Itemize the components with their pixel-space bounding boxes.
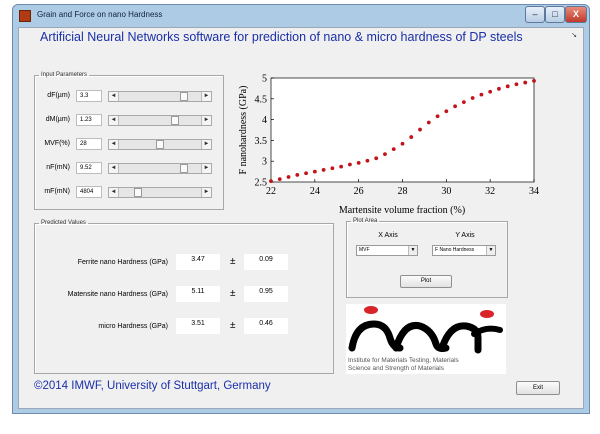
input-parameter-field[interactable]: 4804 <box>76 186 102 198</box>
input-parameter-slider[interactable]: ◄ ► <box>108 187 212 198</box>
slider-left-arrow-icon[interactable]: ◄ <box>109 164 119 173</box>
window-title: Grain and Force on nano Hardness <box>37 10 163 19</box>
slider-thumb[interactable] <box>171 116 179 125</box>
predicted-error-field: 0.09 <box>244 254 288 270</box>
predicted-value-field: 5.11 <box>176 286 220 302</box>
plot-area-panel: Plot Area <box>346 218 508 298</box>
slider-thumb[interactable] <box>156 140 164 149</box>
logo-red-dot-left <box>364 306 378 314</box>
input-parameter-field[interactable]: 28 <box>76 138 102 150</box>
slider-left-arrow-icon[interactable]: ◄ <box>109 92 119 101</box>
slider-left-arrow-icon[interactable]: ◄ <box>109 116 119 125</box>
slider-thumb[interactable] <box>134 188 142 197</box>
input-parameter-label: nF(mN) <box>46 164 70 171</box>
logo-wave-1 <box>348 320 404 352</box>
app-title: Artificial Neural Networks software for … <box>40 30 523 44</box>
institute-logo: Institute for Materials Testing, Materia… <box>346 304 506 374</box>
slider-thumb[interactable] <box>180 92 188 101</box>
predicted-error-field: 0.46 <box>244 318 288 334</box>
slider-thumb[interactable] <box>180 164 188 173</box>
input-parameter-field[interactable]: 1.23 <box>76 114 102 126</box>
predicted-values-panel: Predicted Values <box>34 220 334 374</box>
input-parameter-label: mF(mN) <box>44 188 70 195</box>
input-parameter-field[interactable]: 9.52 <box>76 162 102 174</box>
logo-text-line-1: Institute for Materials Testing, Materia… <box>348 357 459 364</box>
slider-right-arrow-icon[interactable]: ► <box>201 188 211 197</box>
input-parameter-slider[interactable]: ◄ ► <box>108 139 212 150</box>
predicted-value-label: micro Hardness (GPa) <box>98 323 168 330</box>
slider-right-arrow-icon[interactable]: ► <box>201 92 211 101</box>
matlab-app-icon <box>19 10 31 22</box>
plot-button[interactable]: Plot <box>400 275 452 288</box>
input-parameters-legend: Input Parameters <box>41 72 88 78</box>
input-parameter-slider[interactable]: ◄ ► <box>108 115 212 126</box>
predicted-values-legend: Predicted Values <box>41 220 86 226</box>
slider-right-arrow-icon[interactable]: ► <box>201 116 211 125</box>
input-parameter-label: dM(µm) <box>45 116 70 123</box>
close-button[interactable]: X <box>565 6 587 23</box>
plus-minus-symbol: ± <box>230 320 236 331</box>
input-parameter-label: MVF(%) <box>44 140 70 147</box>
input-parameter-slider[interactable]: ◄ ► <box>108 91 212 102</box>
y-axis-dropdown[interactable]: F Nano Hardness ▼ <box>432 245 496 256</box>
copyright-text: ©2014 IMWF, University of Stuttgart, Ger… <box>34 380 271 392</box>
predicted-value-field: 3.47 <box>176 254 220 270</box>
dock-arrow-icon[interactable]: ↘ <box>571 32 577 39</box>
input-parameter-slider[interactable]: ◄ ► <box>108 163 212 174</box>
chevron-down-icon: ▼ <box>486 246 495 255</box>
chevron-down-icon: ▼ <box>408 246 417 255</box>
predicted-value-label: Matensite nano Hardness (GPa) <box>67 291 168 298</box>
x-axis-dropdown[interactable]: MVF ▼ <box>356 245 418 256</box>
x-axis-dropdown-value: MVF <box>359 247 370 253</box>
title-bar[interactable]: Grain and Force on nano Hardness – □ X <box>13 5 589 27</box>
slider-left-arrow-icon[interactable]: ◄ <box>109 140 119 149</box>
plus-minus-symbol: ± <box>230 256 236 267</box>
x-axis-caption: X Axis <box>378 232 398 239</box>
plot-area-legend: Plot Area <box>353 218 378 224</box>
logo-wave-2 <box>392 321 450 352</box>
y-axis-caption: Y Axis <box>455 232 475 239</box>
logo-text-line-2: Science and Strength of Materials <box>348 365 444 372</box>
exit-button[interactable]: Exit <box>516 381 560 395</box>
minimize-button[interactable]: – <box>525 6 545 23</box>
slider-right-arrow-icon[interactable]: ► <box>201 140 211 149</box>
predicted-value-field: 3.51 <box>176 318 220 334</box>
y-axis-dropdown-value: F Nano Hardness <box>435 247 475 253</box>
logo-red-dot-right <box>480 310 494 318</box>
input-parameters-panel: Input Parameters <box>34 72 224 210</box>
slider-left-arrow-icon[interactable]: ◄ <box>109 188 119 197</box>
predicted-value-label: Ferrite nano Hardness (GPa) <box>77 259 168 266</box>
input-parameter-field[interactable]: 3.3 <box>76 90 102 102</box>
imwf-logo-graphic <box>348 306 503 354</box>
predicted-error-field: 0.95 <box>244 286 288 302</box>
maximize-button[interactable]: □ <box>545 6 565 23</box>
logo-wave-4 <box>471 325 503 337</box>
slider-right-arrow-icon[interactable]: ► <box>201 164 211 173</box>
plus-minus-symbol: ± <box>230 288 236 299</box>
input-parameter-label: dF(µm) <box>47 92 70 99</box>
